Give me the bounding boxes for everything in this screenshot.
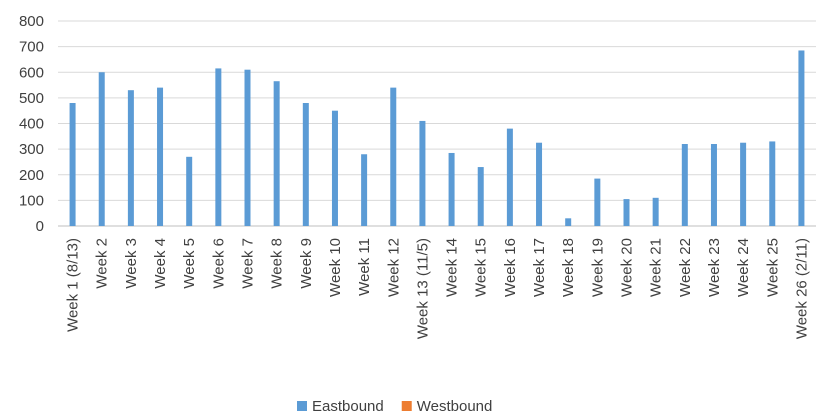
y-tick-label: 200 — [19, 167, 44, 184]
y-tick-label: 0 — [36, 218, 44, 235]
bars — [69, 50, 805, 226]
y-tick-label: 800 — [19, 13, 44, 30]
bar-eastbound — [506, 128, 513, 226]
x-tick-label: Week 16 — [502, 238, 519, 297]
x-tick-label: Week 15 — [473, 238, 490, 297]
bar-eastbound — [302, 103, 309, 226]
x-tick-label: Week 23 — [706, 238, 723, 297]
y-tick-label: 300 — [19, 141, 44, 158]
x-tick-label: Week 26 (2/11) — [793, 238, 810, 339]
legend-swatch-eastbound — [297, 401, 307, 411]
x-tick-label: Week 17 — [531, 238, 548, 297]
y-tick-label: 700 — [19, 39, 44, 56]
x-tick-label: Week 10 — [327, 238, 344, 297]
bar-eastbound — [448, 152, 455, 226]
gridlines — [58, 20, 816, 227]
bar-eastbound — [740, 142, 747, 226]
bar-eastbound — [477, 167, 484, 226]
bar-eastbound — [681, 144, 688, 226]
bar-eastbound — [69, 103, 76, 226]
bar-eastbound — [594, 178, 601, 226]
x-tick-label: Week 7 — [240, 238, 257, 289]
bar-eastbound — [798, 50, 805, 226]
bar-eastbound — [273, 81, 280, 226]
bar-eastbound — [244, 69, 251, 226]
legend: Eastbound Westbound — [297, 398, 492, 415]
x-tick-label: Week 19 — [589, 238, 606, 297]
x-tick-label: Week 6 — [210, 238, 227, 289]
bar-eastbound — [361, 154, 368, 226]
legend-label-westbound: Westbound — [417, 398, 493, 415]
bar-eastbound — [331, 110, 338, 226]
x-tick-label: Week 4 — [152, 238, 169, 289]
x-tick-label: Week 13 (11/5) — [414, 238, 431, 339]
bar-eastbound — [157, 87, 164, 226]
x-tick-label: Week 21 — [648, 238, 665, 297]
x-tick-label: Week 20 — [619, 238, 636, 297]
y-tick-label: 600 — [19, 64, 44, 81]
x-tick-label: Week 11 — [356, 238, 373, 296]
y-tick-label: 400 — [19, 116, 44, 133]
bar-eastbound — [390, 87, 397, 226]
x-tick-label: Week 9 — [298, 238, 315, 289]
y-tick-label: 500 — [19, 90, 44, 107]
x-tick-label: Week 18 — [560, 238, 577, 297]
x-axis-tick-labels: Week 1 (8/13) Week 2 Week 3 Week 4 Week 5 Wee… — [65, 238, 811, 339]
x-tick-label: Week 8 — [269, 238, 286, 289]
x-tick-label: Week 12 — [385, 238, 402, 297]
legend-label-eastbound: Eastbound — [312, 398, 384, 415]
bar-eastbound — [710, 144, 717, 226]
y-tick-label: 100 — [19, 192, 44, 209]
bar-eastbound — [652, 197, 659, 226]
bar-eastbound — [215, 68, 222, 226]
y-axis-tick-labels: 0 100 200 300 400 500 600 700 800 — [19, 13, 44, 235]
x-tick-label: Week 22 — [677, 238, 694, 297]
bar-eastbound — [419, 120, 426, 226]
bar-eastbound — [623, 199, 630, 226]
x-tick-label: Week 14 — [444, 238, 461, 297]
legend-swatch-westbound — [401, 401, 412, 411]
bar-eastbound — [98, 72, 105, 226]
x-tick-label: Week 2 — [94, 238, 111, 289]
x-tick-label: Week 1 (8/13) — [65, 238, 82, 332]
bar-eastbound — [127, 90, 134, 226]
x-tick-label: Week 25 — [764, 238, 781, 297]
bar-eastbound — [186, 156, 193, 226]
bar-eastbound — [769, 141, 776, 226]
x-tick-label: Week 24 — [735, 238, 752, 297]
x-tick-label: Week 5 — [181, 238, 198, 289]
bar-eastbound — [565, 218, 572, 226]
bar-eastbound — [536, 142, 543, 226]
x-tick-label: Week 3 — [123, 238, 140, 289]
